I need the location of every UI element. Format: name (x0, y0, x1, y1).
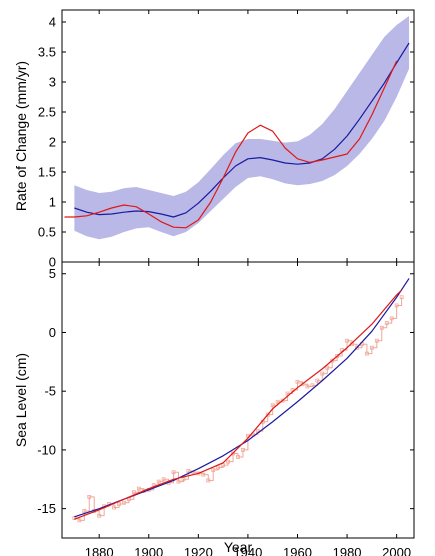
rate-y-tick-label: 0.5 (38, 225, 56, 240)
sea-level-observed-point (295, 379, 300, 384)
sea-level-observed-point (320, 371, 325, 376)
sea-level-observed-step-line (74, 297, 403, 521)
rate-uncertainty-band (74, 16, 410, 240)
sea-level-observed-point (236, 455, 240, 459)
rate-y-tick-label: 0 (49, 255, 56, 270)
sea-level-observed-point (270, 403, 275, 408)
rate-y-tick-label: 1 (49, 195, 56, 210)
sea-level-observed-point (226, 459, 230, 464)
sea-level-red-series-line (74, 289, 403, 520)
sea-level-observed-point (211, 467, 216, 472)
sea-level-observed-point (186, 469, 191, 473)
sea-level-observed-point (285, 391, 290, 396)
sea-level-observed-point (275, 399, 280, 404)
rate-y-tick-label: 4 (49, 15, 56, 30)
sea-level-observed-point (330, 358, 335, 363)
sea-level-observed-point (265, 412, 270, 417)
sea-level-panel: 1880 1900 1920 1940 1960 1980 2000 -15 -10 -5 0 5 S… (13, 261, 415, 556)
sea-level-observed-point (315, 378, 320, 383)
sea-level-observed-point (374, 338, 379, 343)
sea-level-y-tick-label: -5 (44, 384, 56, 399)
sea-level-y-tick-label: -10 (37, 442, 56, 457)
sea-level-y-tick-label: 5 (49, 266, 56, 281)
sea-level-observed-point (201, 472, 206, 477)
x-tick-label: 1900 (134, 545, 163, 556)
rate-of-change-plot-area (64, 16, 410, 240)
sea-level-observed-point (112, 505, 116, 510)
sea-level-observed-point (117, 502, 121, 506)
rate-blue-series-line (74, 42, 410, 218)
x-tick-label: 2000 (382, 545, 411, 556)
sea-level-observed-point (379, 325, 384, 330)
rate-y-tick-label: 2.5 (38, 105, 56, 120)
sea-level-observed-point (176, 479, 181, 484)
sea-level-observed-point (181, 477, 186, 482)
sea-level-observed-point (280, 398, 285, 403)
sea-level-observed-point (389, 316, 394, 321)
sea-level-ticks: 1880 1900 1920 1940 1960 1980 2000 -15 -10 -5 0 5 (37, 262, 414, 556)
sea-level-y-tick-label: 0 (49, 325, 56, 340)
sea-level-observed-point (241, 448, 245, 452)
sea-level-observed-point (216, 465, 221, 470)
sea-level-observed-point (87, 494, 92, 499)
sea-level-observed-point (221, 463, 226, 468)
sea-level-observed-point (206, 478, 211, 483)
sea-level-plot-area (72, 278, 410, 523)
x-tick-label: 1920 (184, 545, 213, 556)
sea-level-observed-point (131, 490, 136, 495)
sea-level-observed-point (394, 303, 399, 308)
sea-level-observed-point (300, 382, 305, 387)
sea-level-observed-point (305, 384, 310, 389)
sea-level-observed-point (156, 479, 161, 484)
sea-level-observed-point (161, 477, 166, 482)
sea-level-observed-point (171, 470, 176, 475)
x-axis-label-year: Year (224, 539, 253, 555)
sea-level-observed-point (97, 513, 102, 518)
sea-level-observed-point (399, 295, 404, 300)
x-tick-label: 1960 (283, 545, 312, 556)
rate-of-change-panel: 0 0.5 1 1.5 2 2.5 3 3.5 4 Rate of Change (mm/yr) (13, 9, 415, 270)
sea-level-observed-point (231, 451, 235, 456)
sea-level-observed-point (82, 509, 87, 513)
rate-red-series-line (64, 60, 398, 229)
sea-level-observed-point (310, 383, 315, 388)
sea-level-observed-point (365, 351, 369, 356)
sea-level-y-tick-label: -15 (37, 501, 56, 516)
sea-level-observed-point (136, 486, 141, 491)
rate-y-tick-label: 2 (49, 135, 56, 150)
x-tick-label: 1980 (333, 545, 362, 556)
x-tick-label: 1940 (233, 545, 262, 556)
x-tick-label: 1880 (85, 545, 114, 556)
sea-level-observed-point (384, 321, 389, 325)
sea-level-observed-point (345, 338, 349, 343)
sea-level-y-axis-label: Sea Level (cm) (13, 353, 29, 447)
sea-level-observed-point (355, 345, 359, 350)
sea-level-observed-point (335, 354, 340, 358)
sea-level-observed-point (122, 500, 126, 505)
sea-level-observed-point (325, 365, 330, 370)
sea-level-observed-point (77, 518, 82, 523)
sea-level-observed-point (369, 345, 374, 350)
rate-y-tick-label: 3.5 (38, 45, 56, 60)
rate-y-tick-label: 3 (49, 75, 56, 90)
rate-y-tick-label: 1.5 (38, 165, 56, 180)
sea-level-axes-frame (61, 261, 415, 539)
rate-of-change-y-axis-label: Rate of Change (mm/yr) (13, 61, 29, 211)
